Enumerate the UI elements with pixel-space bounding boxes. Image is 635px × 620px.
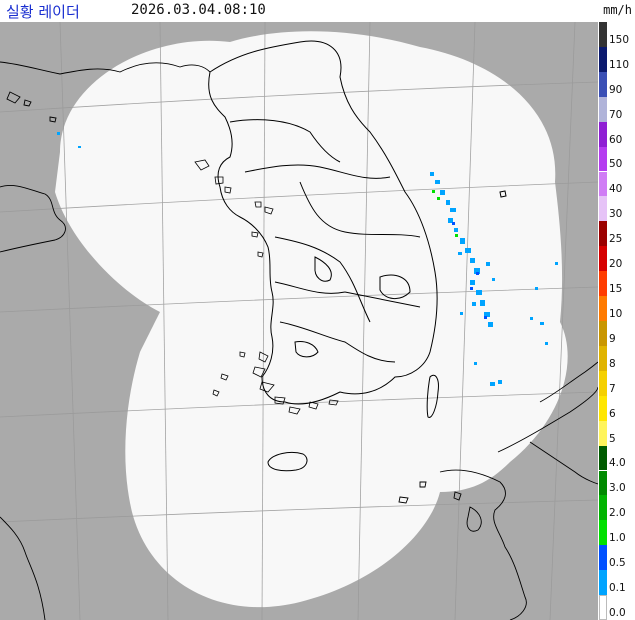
legend-item: 4.0 (599, 445, 635, 471)
legend-item: 40 (599, 171, 635, 197)
legend-label: 8 (609, 357, 616, 370)
legend-swatch (599, 395, 607, 421)
west-coast-islands (194, 159, 274, 258)
legend-item: 0.0 (599, 595, 635, 620)
legend-label: 0.0 (609, 606, 626, 619)
legend-label: 5 (609, 432, 616, 445)
radar-coverage (55, 31, 568, 608)
legend-swatch (599, 196, 607, 222)
legend-label: 10 (609, 307, 623, 320)
legend-item: 60 (599, 121, 635, 147)
legend-item: 8 (599, 345, 635, 371)
legend-item: 3.0 (599, 470, 635, 496)
legend-label: 110 (609, 58, 630, 71)
legend-swatch (599, 321, 607, 346)
legend-item: 1.0 (599, 520, 635, 546)
legend-swatch (599, 146, 607, 172)
legend-swatch (599, 420, 607, 446)
legend-label: 20 (609, 258, 623, 271)
legend-swatch (599, 520, 607, 546)
legend-item: 0.5 (599, 545, 635, 571)
legend-label: 6 (609, 407, 616, 420)
legend-label: 2.0 (609, 507, 626, 520)
legend-label: 9 (609, 332, 616, 345)
legend-swatch (599, 96, 607, 122)
china-southwest-coast (0, 516, 46, 620)
legend-label: 1.0 (609, 532, 626, 545)
legend-swatch (599, 570, 607, 596)
legend-item: 150 (599, 22, 635, 47)
legend-label: 40 (609, 183, 623, 196)
china-coast (0, 61, 211, 253)
header-bar: 실황 레이더 2026.03.04.08:10 mm/h (0, 0, 635, 22)
legend-label: 15 (609, 283, 623, 296)
legend-label: 90 (609, 83, 623, 96)
legend-swatch (599, 370, 607, 396)
legend-swatch (599, 71, 607, 97)
legend-swatch (599, 595, 607, 620)
legend-swatch (599, 495, 607, 521)
legend-item: 90 (599, 71, 635, 97)
unit-label: mm/h (603, 3, 632, 17)
legend-label: 3.0 (609, 482, 626, 495)
radar-echoes (57, 132, 558, 386)
legend-label: 30 (609, 208, 623, 221)
legend-label: 150 (609, 33, 630, 46)
legend-label: 0.5 (609, 557, 626, 570)
legend-swatch (599, 345, 607, 371)
legend-item: 110 (599, 46, 635, 72)
legend-item: 50 (599, 146, 635, 172)
legend-swatch (599, 470, 607, 496)
legend-label: 7 (609, 382, 616, 395)
legend-item: 25 (599, 221, 635, 247)
legend-label: 25 (609, 233, 623, 246)
legend-swatch (599, 221, 607, 247)
honshu-coast (497, 361, 598, 485)
legend-item: 5 (599, 420, 635, 446)
korean-peninsula (208, 40, 438, 405)
legend-label: 60 (609, 133, 623, 146)
legend-swatch (599, 22, 607, 47)
legend-item: 0.1 (599, 570, 635, 596)
page-title: 실황 레이더 (6, 3, 80, 21)
legend-label: 70 (609, 108, 623, 121)
legend-label: 50 (609, 158, 623, 171)
legend-swatch (599, 46, 607, 72)
legend-swatch (599, 271, 607, 297)
legend-item: 10 (599, 296, 635, 321)
legend-swatch (599, 171, 607, 197)
legend-swatch (599, 445, 607, 471)
legend-item: 6 (599, 395, 635, 421)
kyushu-coast (398, 469, 527, 620)
tsushima-island (426, 374, 439, 418)
legend-item: 2.0 (599, 495, 635, 521)
legend-swatch (599, 545, 607, 571)
southwest-islands (212, 351, 339, 415)
legend-item: 15 (599, 271, 635, 297)
legend-label: 4.0 (609, 457, 626, 470)
jeju-island (267, 451, 308, 472)
legend-item: 30 (599, 196, 635, 222)
legend-swatch (599, 246, 607, 272)
observation-timestamp: 2026.03.04.08:10 (131, 2, 266, 18)
radar-map[interactable] (0, 22, 598, 620)
legend-label: 0.1 (609, 582, 626, 595)
legend-swatch (599, 121, 607, 147)
ulleungdo-island (499, 190, 507, 198)
legend-item: 20 (599, 246, 635, 272)
legend-swatch (599, 296, 607, 321)
precipitation-legend: 150 110 90 70 60 50 40 30 25 20 15 10 9 8 7 6 5 4.0 3.0 2.0… (599, 22, 635, 620)
legend-item: 7 (599, 370, 635, 396)
legend-item: 70 (599, 96, 635, 122)
legend-item: 9 (599, 321, 635, 346)
